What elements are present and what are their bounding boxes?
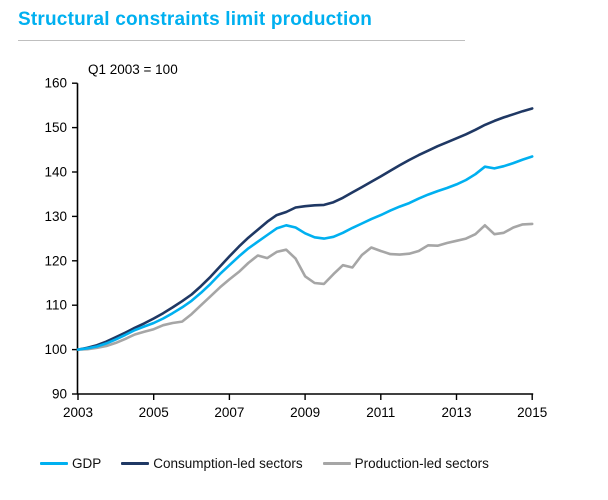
x-tick-label: 2005 — [139, 405, 169, 420]
legend-item-consumption-led-sectors: Consumption-led sectors — [121, 456, 303, 471]
chart-legend: GDP Consumption-led sectors Production-led… — [40, 456, 489, 471]
x-tick-label: 2007 — [214, 405, 244, 420]
x-tick-label: 2009 — [290, 405, 320, 420]
title-divider — [18, 40, 465, 41]
index-base-annotation: Q1 2003 = 100 — [88, 62, 178, 77]
x-tick-label: 2003 — [63, 405, 93, 420]
legend-swatch-production-led-sectors — [322, 462, 351, 465]
legend-label-production-led-sectors: Production-led sectors — [354, 456, 489, 471]
legend-swatch-consumption-led-sectors — [121, 462, 150, 465]
y-tick-label: 100 — [44, 342, 67, 357]
y-tick-label: 160 — [44, 76, 67, 91]
legend-label-consumption-led-sectors: Consumption-led sectors — [153, 456, 303, 471]
series-line-consumption-led-sectors — [76, 107, 534, 351]
y-tick-label: 120 — [44, 253, 67, 268]
chart-canvas: 90 100 110 120 130 140 150 160 2003 2005 2007 2009 2… — [44, 76, 547, 420]
y-tick-label: 130 — [44, 209, 67, 224]
x-tick-label: 2013 — [441, 405, 471, 420]
y-tick-label: 110 — [45, 298, 67, 313]
y-tick-label: 140 — [44, 165, 67, 180]
series-line-gdp — [76, 155, 534, 351]
x-tick-label: 2011 — [366, 405, 395, 420]
legend-item-gdp: GDP — [40, 456, 101, 471]
series-line-production-led-sectors — [76, 222, 534, 351]
chart-title: Structural constraints limit production — [18, 9, 373, 30]
legend-label-gdp: GDP — [72, 456, 102, 471]
x-tick-label: 2015 — [517, 405, 547, 420]
legend-item-production-led-sectors: Production-led sectors — [322, 456, 489, 471]
y-tick-label: 90 — [52, 387, 67, 402]
legend-swatch-gdp — [40, 462, 68, 465]
y-tick-label: 150 — [44, 120, 67, 135]
